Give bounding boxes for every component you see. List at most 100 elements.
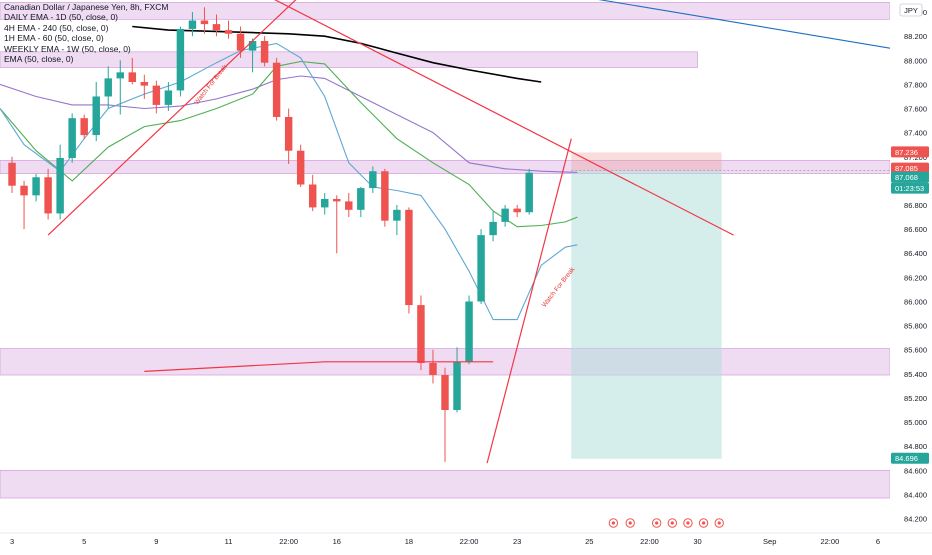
indicator-weekly-ema[interactable]: WEEKLY EMA - 1W (50, close, 0) [4,43,131,54]
price-tick-label: 85.400 [904,370,927,379]
time-tick-label: 22:00 [460,537,479,546]
price-tick-label: 86.800 [904,201,927,210]
price-tick-label: 85.800 [904,322,927,331]
price-tick-label: 84.200 [904,515,927,524]
time-tick-label: 22:00 [640,537,659,546]
candle-body [405,209,413,306]
price-badge [891,171,929,183]
candle-body [321,198,329,208]
ema-line [0,42,578,321]
price-tick-label: 86.400 [904,249,927,258]
price-axis[interactable]: 84.200 84.400 84.600 84.800 85.000 85.200 85.4… [890,0,932,533]
ema-line [598,0,891,49]
indicator-4h-ema[interactable]: 4H EMA - 240 (50, close, 0) [4,22,109,33]
candle-body [200,20,209,25]
trendline [47,0,297,236]
candle-body [369,171,377,189]
candle-body [92,96,100,136]
legend: Canadian Dollar / Japanese Yen, 8h, FXCM… [4,2,168,64]
trendline [144,361,494,372]
candle-body [525,172,533,213]
candle-body [429,362,437,376]
candle-body [32,177,40,196]
candle-body [260,41,269,63]
candle-body [80,118,88,136]
candle-body [212,24,221,31]
trendlines[interactable] [47,0,734,464]
time-tick-label: 16 [333,537,341,546]
candle-body [345,201,353,210]
candle-body [513,208,521,213]
time-tick-label: 25 [585,537,593,546]
candle-body [176,28,185,91]
trendline [486,138,572,464]
zone [0,469,891,499]
price-tick-label: 86.600 [904,225,927,234]
candle-body [417,305,425,363]
candle-body [128,72,137,82]
event-marker-dot [611,521,615,525]
price-tick-label: 88.200 [904,32,927,41]
price-badge [891,452,929,464]
candle-body [381,171,389,221]
price-badge-label: 84.696 [895,454,918,463]
time-tick-label: 5 [82,537,86,546]
price-badge-label: 87.085 [895,164,918,173]
price-tick-label: 85.200 [904,394,927,403]
zone [0,160,891,174]
ema-line [0,60,578,228]
price-badge [891,146,929,158]
time-tick-label: Sep [763,537,776,546]
time-tick-label: 11 [225,537,233,546]
trendline [274,0,734,236]
candle-body [68,118,76,158]
candle-body [501,208,509,222]
price-tick-label: 85.600 [904,346,927,355]
time-tick-label: 3 [10,537,14,546]
event-marker-dot [628,521,632,525]
event-marker-dot [655,521,659,525]
price-tick-label: 84.600 [904,466,927,475]
price-badge-label: 87.068 [895,173,918,182]
price-tick-label: 87.400 [904,129,927,138]
price-badge [891,162,929,174]
candle-body [56,157,64,214]
time-axis[interactable]: 3 5 9 11 22:00 16 18 22:00 23 25 22:00 30 Sep 22:00 6 [0,532,932,546]
stop-loss-zone [571,152,722,171]
candle-body [44,177,52,214]
ema-lines [0,0,891,321]
countdown-badge [891,182,929,194]
short-position-tool[interactable] [571,152,890,459]
time-tick-label: 6 [876,537,880,546]
price-tick-label: 87.600 [904,105,927,114]
candle-body [236,33,245,51]
candle-body [152,85,161,105]
currency-box [899,3,923,17]
candle-body [284,116,293,151]
time-tick-label: 23 [513,537,521,546]
time-tick-label: 9 [154,537,158,546]
economic-events[interactable] [608,518,724,528]
candle-body [104,78,112,97]
price-tick-label: 84.800 [904,442,927,451]
indicator-1h-ema[interactable]: 1H EMA - 60 (50, close, 0) [4,33,104,44]
zone [0,51,698,68]
time-tick-label: 30 [693,537,701,546]
take-profit-zone [571,170,722,459]
time-tick-label: 18 [405,537,413,546]
event-marker-dot [670,521,674,525]
candle-body [465,301,473,362]
candle-body [8,162,16,186]
indicator-daily-ema[interactable]: DAILY EMA - 1D (50, close, 0) [4,12,119,23]
candle-body [116,72,124,79]
time-tick-label: 22:00 [279,537,298,546]
price-tick-label: 84.400 [904,490,927,499]
candle-body [477,235,485,302]
candle-body [333,198,341,202]
countdown-label: 01:23:53 [895,184,924,193]
indicator-ema[interactable]: EMA (50, close, 0) [4,54,74,65]
candle-body [140,82,149,86]
event-marker-dot [686,521,690,525]
